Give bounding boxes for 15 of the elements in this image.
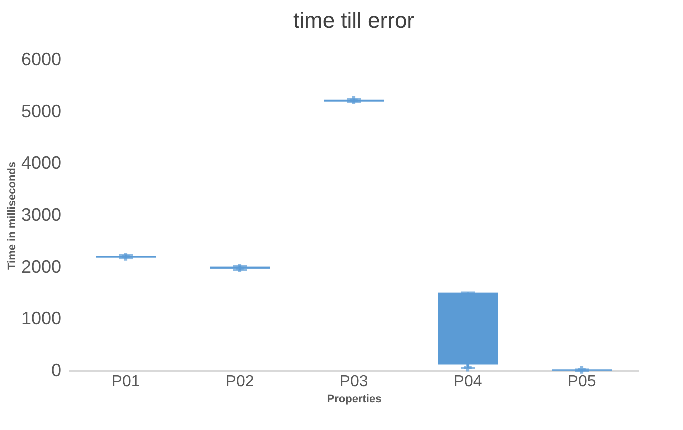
y-tick-label: 0 [51, 360, 62, 380]
x-tick-label: P02 [226, 374, 254, 390]
y-tick-label: 6000 [21, 50, 62, 70]
x-tick-label: P03 [340, 374, 368, 390]
x-tick-label: P01 [112, 374, 140, 390]
y-tick-label: 3000 [21, 205, 62, 225]
x-axis-title: Properties [327, 394, 382, 406]
y-tick-label: 5000 [21, 101, 62, 122]
y-tick-label: 4000 [21, 153, 62, 174]
x-tick-label: P04 [454, 374, 482, 390]
chart-title: time till error [293, 8, 415, 33]
y-axis-title: Time in milliseconds [6, 162, 18, 270]
y-tick-label: 1000 [21, 308, 62, 329]
x-tick-label: P05 [568, 374, 596, 390]
y-tick-label: 2000 [21, 256, 62, 277]
